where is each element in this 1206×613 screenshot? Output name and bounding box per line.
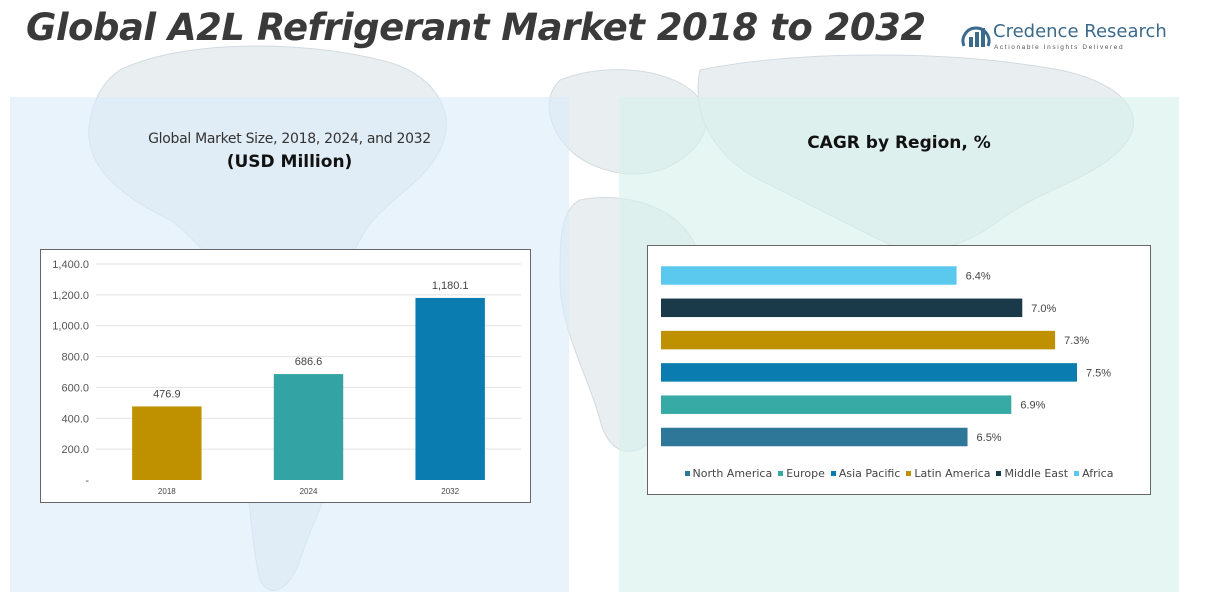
bar-value-label: 7.3% [1064,335,1089,347]
bar-value-label: 476.9 [153,388,181,400]
legend-label: North America [692,467,773,480]
market-size-chart-unit: (USD Million) [226,152,353,172]
bar [661,330,1056,350]
y-tick-label: 400.0 [61,413,89,425]
bar-value-label: 6.4% [966,271,991,283]
cagr-legend: North America Europe Asia Pacific Latin Ame… [648,467,1150,480]
bar [132,406,202,480]
legend-item: Latin America [906,467,990,480]
legend-item: Africa [1074,467,1113,480]
bar [415,297,485,480]
bar-value-label: 7.5% [1086,367,1111,379]
legend-swatch [996,471,1002,476]
legend-swatch [1074,471,1080,476]
page-title: Global A2L Refrigerant Market 2018 to 20… [26,6,926,49]
market-size-bar-chart: - 200.0 400.0 600.0 800.0 1,000.0 1,200.0 1,400… [40,249,531,503]
bar-value-label: 686.6 [295,356,323,368]
bar-chart-logo-icon [961,26,991,47]
legend-item: Middle East [996,467,1068,480]
x-tick-label: 2024 [300,487,318,496]
y-tick-label: 200.0 [61,444,89,456]
bar [661,363,1077,382]
bar [661,427,968,447]
legend-label: Africa [1082,467,1114,480]
x-tick-label: 2032 [441,487,459,496]
x-tick-label: 2018 [158,487,176,496]
legend-swatch [778,471,784,476]
y-tick-label: 800.0 [61,352,89,364]
bar-value-label: 6.9% [1020,400,1045,412]
brand-name: Credence Research [993,21,1167,42]
y-tick-label: 1,400.0 [52,259,89,271]
legend-swatch [906,471,912,476]
legend-label: Asia Pacific [838,467,901,480]
legend-label: Europe [786,467,825,480]
legend-label: Middle East [1004,467,1069,480]
bar-value-label: 7.0% [1031,303,1056,315]
legend-item: North America [684,467,773,480]
cagr-bar-svg: 6.5% 6.9% 7.5% 7.3% 7.0% 6.4% [661,266,1111,447]
cagr-chart-title: CAGR by Region, % [807,133,991,153]
legend-label: Latin America [914,467,991,480]
legend-swatch [830,471,836,476]
y-tick-label: 600.0 [61,382,89,394]
bar [661,266,957,285]
brand-logo: Credence Research Actionable Insights De… [960,20,1167,56]
y-tick-label: 1,200.0 [52,290,89,302]
bar [661,395,1012,414]
cagr-bar-chart: 6.5% 6.9% 7.5% 7.3% 7.0% 6.4% North America Eu… [647,245,1151,495]
legend-item: Europe [778,467,825,480]
y-tick-label: 1,000.0 [52,321,89,333]
bar-value-label: 1,180.1 [432,280,469,292]
legend-swatch [684,471,690,476]
legend-item: Asia Pacific [830,467,901,480]
brand-tagline: Actionable Insights Delivered [994,44,1125,51]
y-tick-label: - [85,475,89,487]
market-size-chart-title: Global Market Size, 2018, 2024, and 2032 [148,131,431,147]
bar [273,374,344,480]
bar [661,298,1023,318]
bar-value-label: 6.5% [977,432,1002,444]
market-size-bar-svg: - 200.0 400.0 600.0 800.0 1,000.0 1,200.0 1,400… [52,259,521,496]
